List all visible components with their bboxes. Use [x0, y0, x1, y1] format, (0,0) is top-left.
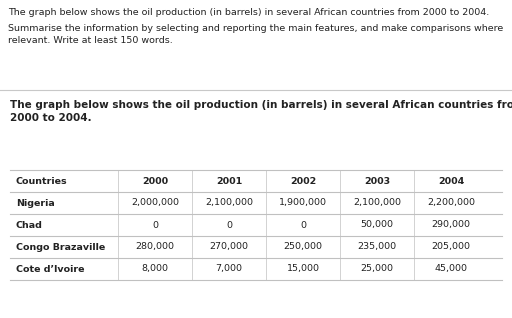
Text: 205,000: 205,000 [432, 243, 471, 252]
Text: relevant. Write at least 150 words.: relevant. Write at least 150 words. [8, 36, 173, 45]
Text: Congo Brazaville: Congo Brazaville [16, 243, 105, 252]
Text: Nigeria: Nigeria [16, 198, 55, 208]
Text: Cote d’lvoire: Cote d’lvoire [16, 265, 84, 273]
Text: The graph below shows the oil production (in barrels) in several African countri: The graph below shows the oil production… [10, 100, 512, 110]
Text: 2002: 2002 [290, 176, 316, 185]
Text: 25,000: 25,000 [360, 265, 394, 273]
Text: 50,000: 50,000 [360, 220, 394, 230]
Text: 235,000: 235,000 [357, 243, 397, 252]
Text: 2000 to 2004.: 2000 to 2004. [10, 113, 92, 123]
Text: 0: 0 [152, 220, 158, 230]
Text: 2004: 2004 [438, 176, 464, 185]
Text: 250,000: 250,000 [284, 243, 323, 252]
Text: 7,000: 7,000 [216, 265, 243, 273]
Text: 2,000,000: 2,000,000 [131, 198, 179, 208]
Text: 45,000: 45,000 [435, 265, 467, 273]
Text: 0: 0 [226, 220, 232, 230]
Text: Countries: Countries [16, 176, 68, 185]
Text: Chad: Chad [16, 220, 43, 230]
Text: 270,000: 270,000 [209, 243, 248, 252]
Text: 2003: 2003 [364, 176, 390, 185]
Text: 0: 0 [300, 220, 306, 230]
Text: 2,200,000: 2,200,000 [427, 198, 475, 208]
Text: The graph below shows the oil production (in barrels) in several African countri: The graph below shows the oil production… [8, 8, 489, 17]
Text: 2,100,000: 2,100,000 [205, 198, 253, 208]
Text: 1,900,000: 1,900,000 [279, 198, 327, 208]
Text: 290,000: 290,000 [432, 220, 471, 230]
Text: 280,000: 280,000 [136, 243, 175, 252]
Text: 15,000: 15,000 [287, 265, 319, 273]
Text: 2001: 2001 [216, 176, 242, 185]
Text: Summarise the information by selecting and reporting the main features, and make: Summarise the information by selecting a… [8, 24, 503, 33]
Text: 2,100,000: 2,100,000 [353, 198, 401, 208]
Text: 2000: 2000 [142, 176, 168, 185]
Text: 8,000: 8,000 [141, 265, 168, 273]
